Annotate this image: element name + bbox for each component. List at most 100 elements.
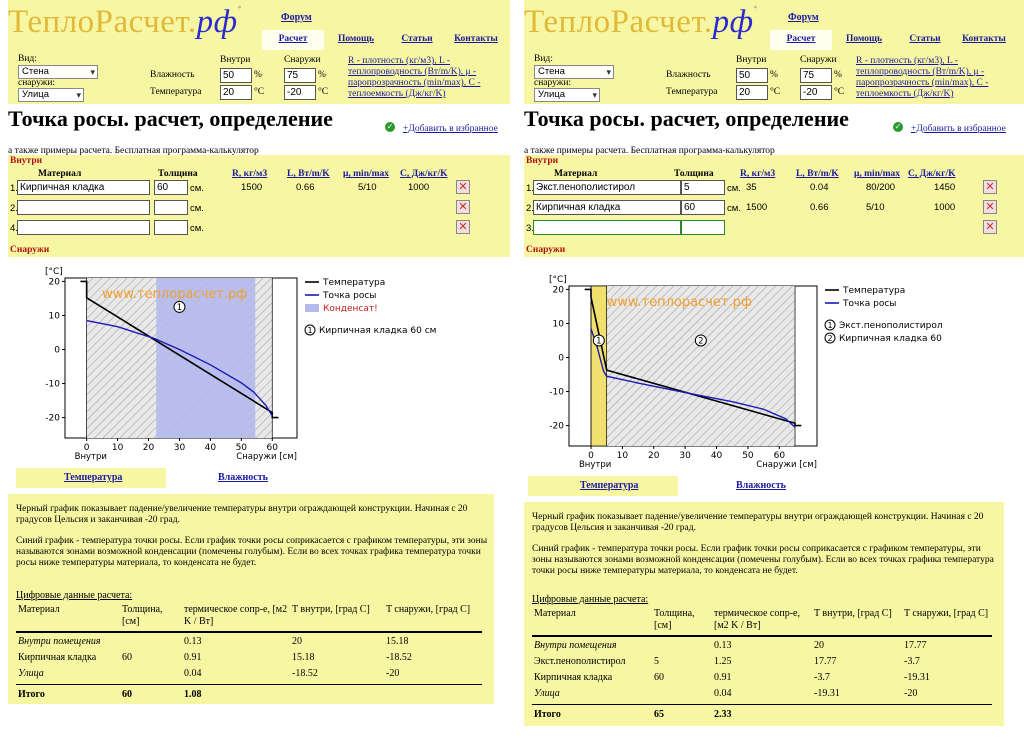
x-axis-label-outside: Снаружи [см] <box>236 452 297 462</box>
y-axis-label: [°C] <box>45 267 63 277</box>
results-material: Внутри помещения <box>18 636 101 647</box>
legend-line: теплоемкость (Дж/кг/K) <box>856 89 954 99</box>
delete-row-button[interactable]: ✕ <box>456 220 470 234</box>
y-tick-label: 20 <box>553 285 565 295</box>
logo-text: ТеплоРасчет. <box>8 4 197 40</box>
material-input[interactable] <box>17 220 150 235</box>
celsius-unit: °C <box>770 87 781 97</box>
percent-unit: % <box>254 70 262 80</box>
column-header[interactable]: μ, min/max <box>343 169 390 179</box>
humidity-outside-input[interactable]: 75 <box>284 68 316 83</box>
thickness-input[interactable] <box>154 220 188 235</box>
forum-link[interactable]: Форум <box>281 12 312 23</box>
x-axis-label-inside: Внутри <box>579 460 611 470</box>
forum-link[interactable]: Форум <box>788 12 819 23</box>
material-input[interactable]: Кирпичная кладка <box>17 180 150 195</box>
nav-tab-calc[interactable]: Расчет <box>770 30 832 50</box>
prop-R: 1500 <box>241 182 263 193</box>
header-bar: ТеплоРасчет.рф* <box>8 0 510 104</box>
logo-domain: рф <box>196 4 238 40</box>
tab-humidity[interactable]: Влажность <box>736 480 786 491</box>
outside-select[interactable]: Улица <box>534 88 600 102</box>
left-calculator: ТеплоРасчет.рф* Форум Расчет Помощь Статьи Ко… <box>0 0 510 746</box>
description-box: Черный график показывает падение/увеличе… <box>8 494 494 704</box>
chart-watermark: www.теплорасчет.рф <box>607 295 752 310</box>
layer-number-circle <box>694 334 707 347</box>
y-tick-label: 20 <box>49 277 61 287</box>
legend-layer-circle <box>824 332 836 344</box>
column-header[interactable]: C, Дж/кг/K <box>908 169 956 179</box>
view-select[interactable]: Стена <box>534 65 614 79</box>
column-header[interactable]: μ, min/max <box>854 169 901 179</box>
outside-label: Снаружи <box>10 245 50 255</box>
column-header[interactable]: R, кг/м3 <box>232 169 268 179</box>
delete-row-button[interactable]: ✕ <box>983 220 997 234</box>
nav-tab-contacts[interactable]: Контакты <box>454 34 498 44</box>
results-material: Кирпичная кладка <box>18 652 97 663</box>
legend-line: паропрозрачность (min/max), C - <box>348 78 481 88</box>
legend-line: теплоемкость (Дж/кг/K) <box>348 89 446 99</box>
delete-row-button[interactable]: ✕ <box>456 180 470 194</box>
material-input[interactable] <box>533 220 681 235</box>
humidity-inside-input[interactable]: 50 <box>736 68 768 83</box>
cm-unit: см. <box>727 183 741 194</box>
delete-row-button[interactable]: ✕ <box>983 200 997 214</box>
temperature-inside-input[interactable]: 20 <box>220 85 252 100</box>
nav-tab-contacts[interactable]: Контакты <box>962 34 1006 44</box>
outside-select[interactable]: Улица <box>18 88 84 102</box>
nav-tab-help[interactable]: Помощь <box>337 34 375 44</box>
x-tick-label: 50 <box>742 451 754 461</box>
results-temp-out: -20 <box>904 688 918 699</box>
tab-temperature[interactable]: Температура <box>16 468 166 488</box>
properties-legend[interactable]: R - плотность (кг/м3), L - теплопроводнос… <box>856 56 988 100</box>
column-header: Материал <box>554 169 598 179</box>
tab-humidity[interactable]: Влажность <box>218 472 268 483</box>
view-select[interactable]: Стена <box>18 65 98 79</box>
nav-tab-articles[interactable]: Статьи <box>401 34 433 44</box>
thickness-input[interactable]: 60 <box>681 200 725 215</box>
results-material: Кирпичная кладка <box>534 672 613 683</box>
main-nav: Расчет Помощь Статьи Контакты <box>770 30 1024 50</box>
nav-tab-calc[interactable]: Расчет <box>262 30 324 50</box>
cm-unit: см. <box>190 203 204 214</box>
thickness-input[interactable]: 5 <box>681 180 725 195</box>
column-header[interactable]: C, Дж/кг/K <box>400 169 448 179</box>
temperature-outside-input[interactable]: -20 <box>284 85 316 100</box>
panel-divider <box>511 0 515 746</box>
column-header: Толщина <box>158 169 198 179</box>
column-header[interactable]: L, Вт/m/K <box>287 169 330 179</box>
legend-label: Точка росы <box>322 291 376 301</box>
material-input[interactable] <box>17 200 150 215</box>
x-tick-label: 50 <box>236 443 248 453</box>
tab-temperature[interactable]: Температура <box>528 476 678 496</box>
temperature-inside-input[interactable]: 20 <box>736 85 768 100</box>
add-favorite-link[interactable]: +Добавить в избранное <box>911 124 1006 134</box>
add-favorite-link[interactable]: +Добавить в избранное <box>403 124 498 134</box>
results-total-label: Итого <box>534 709 561 720</box>
x-tick-label: 10 <box>617 451 629 461</box>
column-header[interactable]: R, кг/м3 <box>740 169 776 179</box>
thickness-input[interactable] <box>154 200 188 215</box>
results-header: термическое сопр-е, [м2 K / Вт] <box>184 604 288 627</box>
thickness-input[interactable] <box>681 220 725 235</box>
site-logo[interactable]: ТеплоРасчет.рф* <box>8 4 242 41</box>
row-number: 4. <box>10 223 18 234</box>
humidity-outside-input[interactable]: 75 <box>800 68 832 83</box>
prop-mu: 5/10 <box>866 202 885 213</box>
material-input[interactable]: Кирпичная кладка <box>533 200 681 215</box>
nav-tab-articles[interactable]: Статьи <box>909 34 941 44</box>
temperature-outside-input[interactable]: -20 <box>800 85 832 100</box>
prop-C: 1000 <box>934 202 956 213</box>
properties-legend[interactable]: R - плотность (кг/м3), L - теплопроводнос… <box>348 56 480 100</box>
nav-tab-help[interactable]: Помощь <box>845 34 883 44</box>
column-header[interactable]: L, Вт/m/K <box>796 169 839 179</box>
site-logo[interactable]: ТеплоРасчет.рф* <box>524 4 758 41</box>
humidity-inside-input[interactable]: 50 <box>220 68 252 83</box>
delete-row-button[interactable]: ✕ <box>456 200 470 214</box>
material-input[interactable]: Экст.пенополистирол <box>533 180 681 195</box>
thickness-input[interactable]: 60 <box>154 180 188 195</box>
right-calculator: ТеплоРасчет.рф* Форум Расчет Помощь Статьи Ко… <box>516 0 1024 746</box>
y-tick-label: -20 <box>549 422 564 432</box>
row-number: 1. <box>526 183 534 194</box>
delete-row-button[interactable]: ✕ <box>983 180 997 194</box>
